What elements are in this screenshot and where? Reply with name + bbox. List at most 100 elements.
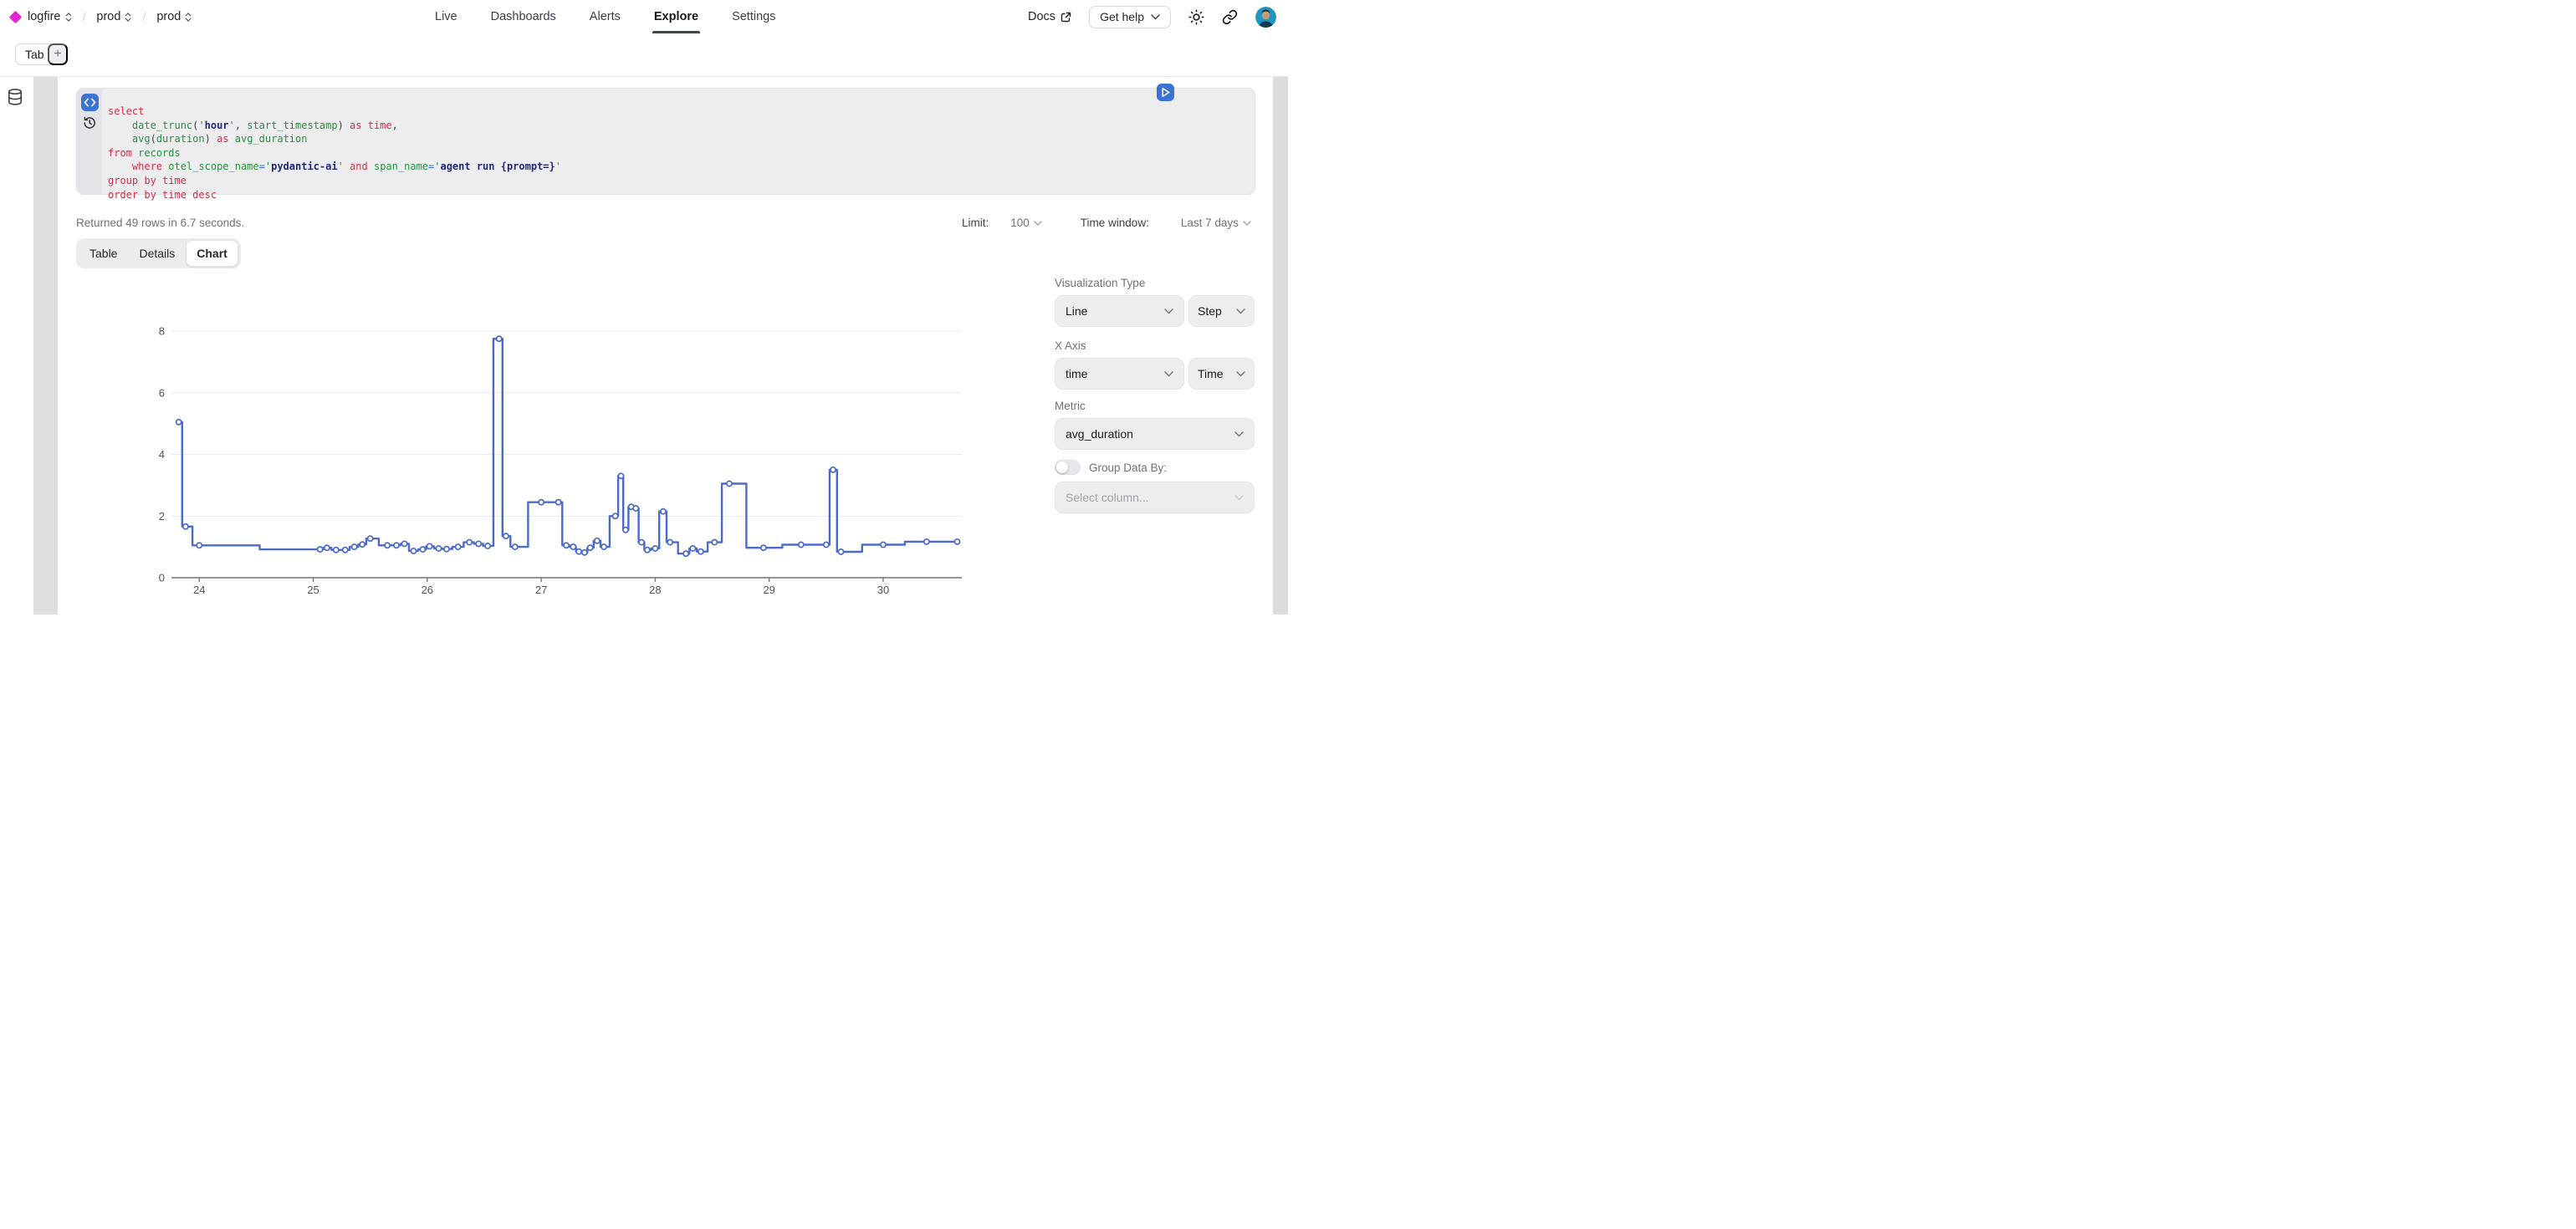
org-switcher[interactable]: logfire xyxy=(28,10,72,23)
data-point-marker xyxy=(586,544,594,552)
viz-type-value: Line xyxy=(1066,304,1088,318)
environment-switcher[interactable]: prod xyxy=(156,10,192,23)
data-point-marker xyxy=(953,538,961,545)
breadcrumb: logfire / prod / prod xyxy=(8,0,192,33)
limit-select[interactable]: 100 xyxy=(1010,217,1042,229)
x-axis-type-select[interactable]: Time xyxy=(1188,358,1255,390)
run-query-button[interactable] xyxy=(1157,84,1174,101)
format-sql-button[interactable] xyxy=(81,94,99,111)
data-point-marker xyxy=(384,542,391,549)
data-point-marker xyxy=(401,540,408,548)
schema-browser-button[interactable] xyxy=(8,89,23,110)
nav-item-dashboards[interactable]: Dashboards xyxy=(490,10,556,23)
y-tick-label-6: 6 xyxy=(159,386,165,399)
data-point-marker xyxy=(555,498,562,506)
org-name: logfire xyxy=(28,10,61,23)
chevron-updown-icon xyxy=(125,12,131,22)
data-point-marker xyxy=(332,546,340,553)
sql-editor: select date_trunc('hour', start_timestam… xyxy=(76,88,1255,201)
data-point-marker xyxy=(563,542,570,549)
logfire-logo-icon xyxy=(8,10,23,23)
time-window-select[interactable]: Last 7 days xyxy=(1181,217,1251,229)
get-help-label: Get help xyxy=(1100,10,1144,23)
data-point-marker xyxy=(316,546,324,553)
left-scrollbar[interactable] xyxy=(33,77,58,614)
data-point-marker xyxy=(632,505,640,512)
nav-item-explore[interactable]: Explore xyxy=(652,0,701,33)
link-icon xyxy=(1222,9,1238,24)
chevron-down-icon xyxy=(1164,308,1173,314)
data-point-marker xyxy=(617,472,625,480)
data-point-marker xyxy=(393,542,400,549)
project-switcher[interactable]: prod xyxy=(96,10,131,23)
data-point-marker xyxy=(697,548,704,555)
metric-label: Metric xyxy=(1055,400,1086,412)
chevron-down-icon xyxy=(1034,220,1042,226)
y-tick-label-4: 4 xyxy=(159,448,165,461)
docs-link[interactable]: Docs xyxy=(1028,10,1071,23)
time-window-value: Last 7 days xyxy=(1180,217,1239,229)
data-point-marker xyxy=(880,541,887,548)
chevron-down-icon xyxy=(1151,13,1160,20)
viz-style-select[interactable]: Step xyxy=(1188,295,1255,327)
data-point-marker xyxy=(570,543,577,551)
nav-item-alerts[interactable]: Alerts xyxy=(589,10,621,23)
group-data-toggle[interactable] xyxy=(1055,460,1081,475)
main-nav: Live Dashboards Alerts Explore Settings xyxy=(435,0,775,33)
data-point-marker xyxy=(419,546,427,553)
data-point-marker xyxy=(181,523,189,530)
view-tab-table[interactable]: Table xyxy=(89,247,118,260)
data-point-marker xyxy=(538,498,545,506)
user-avatar[interactable] xyxy=(1255,6,1276,28)
data-point-marker xyxy=(711,538,718,546)
chevron-down-icon xyxy=(1164,370,1173,376)
share-link-button[interactable] xyxy=(1222,9,1238,25)
data-point-marker xyxy=(495,335,503,343)
data-point-marker xyxy=(341,546,349,553)
chevron-down-icon xyxy=(1234,494,1244,500)
nav-item-live[interactable]: Live xyxy=(435,10,457,23)
chevron-down-icon xyxy=(1236,370,1245,376)
breadcrumb-separator: / xyxy=(142,10,146,23)
view-tab-chart[interactable]: Chart xyxy=(186,240,238,267)
add-tab-button[interactable]: + xyxy=(48,43,68,65)
theme-toggle-button[interactable] xyxy=(1188,8,1204,25)
data-point-marker xyxy=(643,546,651,553)
group-by-row: Group Data By: xyxy=(1055,460,1167,475)
play-icon xyxy=(1162,88,1170,97)
data-point-marker xyxy=(366,535,374,543)
data-point-marker xyxy=(323,544,330,552)
sql-code[interactable]: select date_trunc('hour', start_timestam… xyxy=(108,105,561,201)
data-point-marker xyxy=(601,543,608,551)
data-point-marker xyxy=(759,544,767,552)
nav-item-settings[interactable]: Settings xyxy=(732,10,776,23)
data-point-marker xyxy=(923,538,930,545)
external-link-icon xyxy=(1061,12,1071,22)
data-point-marker xyxy=(726,480,733,487)
data-point-marker xyxy=(175,418,182,426)
query-history-button[interactable] xyxy=(83,116,96,134)
group-by-column-select[interactable]: Select column... xyxy=(1055,482,1255,513)
x-axis-label: X Axis xyxy=(1055,339,1086,352)
get-help-button[interactable]: Get help xyxy=(1089,5,1171,28)
chevron-down-icon xyxy=(1234,431,1244,436)
data-point-marker xyxy=(822,541,830,548)
logfire-explore-page: logfire / prod / prod xyxy=(0,0,1288,614)
data-point-marker xyxy=(652,545,659,552)
x-tick-label-25: 25 xyxy=(307,584,319,596)
data-point-marker xyxy=(466,538,473,546)
data-point-marker xyxy=(502,533,509,540)
limit-label: Limit: xyxy=(962,217,989,229)
metric-select[interactable]: avg_duration xyxy=(1055,418,1255,450)
view-tab-details[interactable]: Details xyxy=(139,247,176,260)
viz-type-select[interactable]: Line xyxy=(1055,295,1184,327)
x-axis-type-value: Time xyxy=(1198,367,1224,380)
x-axis-column-select[interactable]: time xyxy=(1055,358,1184,390)
viz-style-value: Step xyxy=(1198,304,1222,318)
data-point-marker xyxy=(682,550,690,558)
chevron-updown-icon xyxy=(65,12,72,22)
right-scrollbar[interactable] xyxy=(1273,77,1288,614)
y-tick-label-8: 8 xyxy=(159,325,165,338)
sun-icon xyxy=(1188,8,1204,25)
